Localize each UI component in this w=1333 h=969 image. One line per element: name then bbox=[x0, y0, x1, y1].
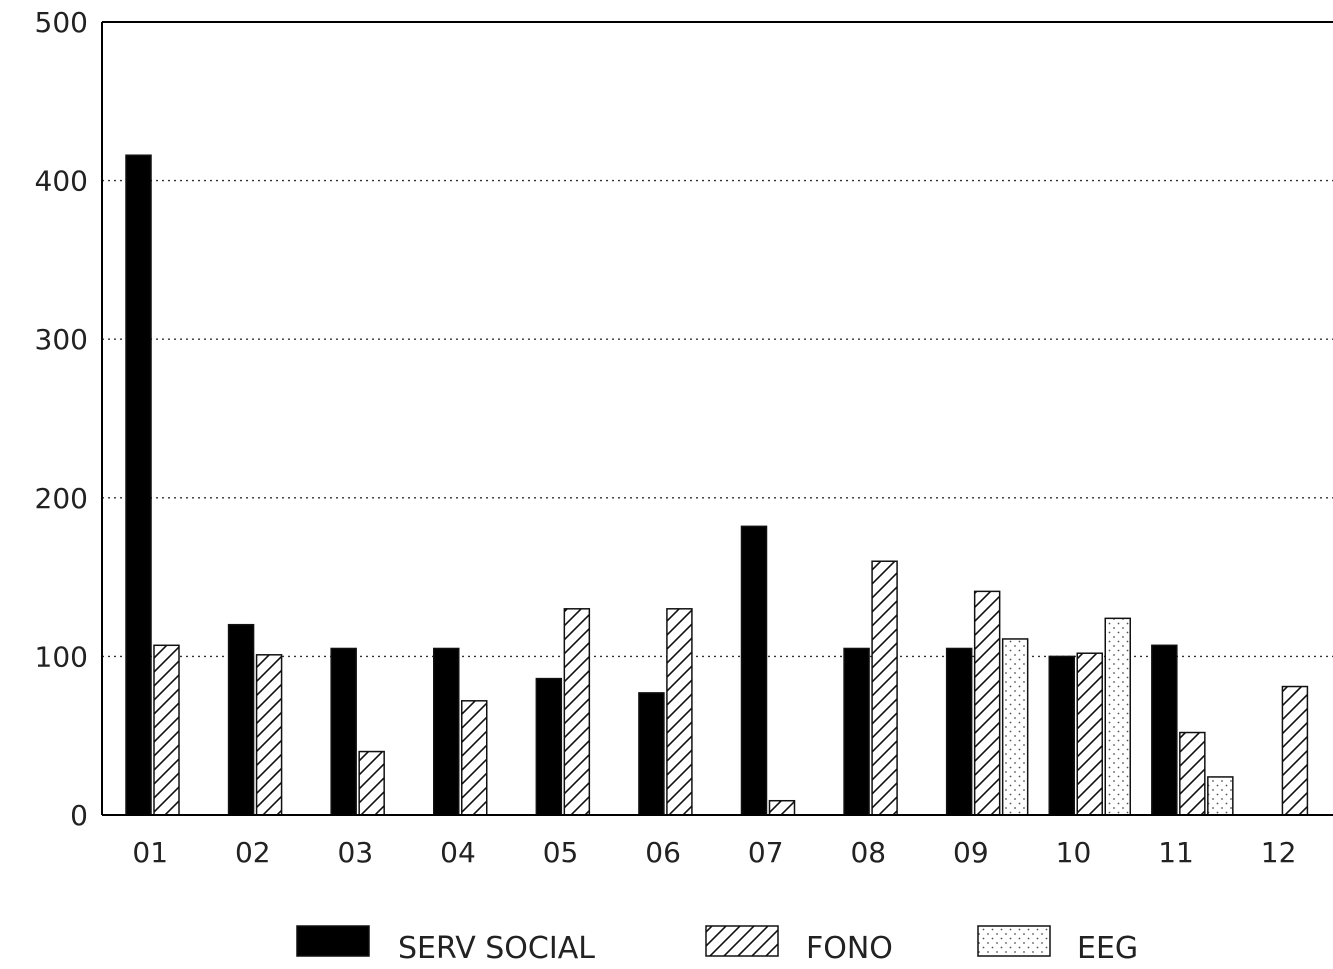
bar-series-1-04 bbox=[461, 700, 488, 816]
x-tick-label: 06 bbox=[645, 836, 681, 869]
y-axis-tick-labels: 0 100 200 300 400 500 bbox=[35, 6, 88, 832]
x-tick-label: 08 bbox=[850, 836, 886, 869]
x-axis-tick-labels: 01 02 03 04 05 06 07 08 09 10 11 12 bbox=[132, 836, 1296, 869]
bar-series-2-11 bbox=[1207, 776, 1234, 816]
y-tick-label: 300 bbox=[35, 323, 88, 356]
y-tick-label: 500 bbox=[35, 6, 88, 39]
y-tick-label: 0 bbox=[70, 799, 88, 832]
legend-label-2: EEG bbox=[1077, 931, 1138, 966]
x-tick-label: 10 bbox=[1056, 836, 1092, 869]
bar-series-1-01 bbox=[153, 644, 180, 816]
bar-series-1-11 bbox=[1179, 731, 1206, 816]
bar-series-2-09 bbox=[1001, 638, 1029, 816]
bar-series-0-08 bbox=[843, 647, 870, 816]
x-tick-label: 01 bbox=[132, 836, 168, 869]
gridlines bbox=[102, 179, 1333, 658]
y-tick-label: 200 bbox=[35, 482, 88, 515]
bar-series-0-10 bbox=[1048, 655, 1075, 816]
x-tick-label: 02 bbox=[235, 836, 271, 869]
legend-label-1: FONO bbox=[806, 931, 893, 966]
bar-series-0-11 bbox=[1151, 644, 1178, 816]
x-tick-label: 07 bbox=[748, 836, 784, 869]
bar-series-1-10 bbox=[1076, 652, 1103, 816]
bar-series-1-12 bbox=[1281, 685, 1309, 816]
bar-series-1-02 bbox=[255, 654, 283, 816]
legend-swatch-0 bbox=[296, 925, 370, 957]
bar-series-0-09 bbox=[945, 647, 973, 816]
bar-series-1-05 bbox=[563, 608, 591, 816]
bar-series-1-06 bbox=[666, 608, 693, 816]
legend: SERV SOCIAL FONO EEG bbox=[296, 925, 1138, 966]
legend-label-0: SERV SOCIAL bbox=[398, 931, 595, 966]
y-tick-label: 400 bbox=[35, 165, 88, 198]
legend-swatch-1 bbox=[705, 925, 779, 957]
x-tick-label: 04 bbox=[440, 836, 476, 869]
x-tick-label: 12 bbox=[1261, 836, 1297, 869]
bar-series-1-07 bbox=[768, 799, 796, 816]
bar-series-1-09 bbox=[973, 590, 1001, 816]
bar-series-0-03 bbox=[330, 647, 357, 816]
bar-series-2-10 bbox=[1104, 617, 1131, 816]
bar-series-1-08 bbox=[871, 560, 898, 816]
bar-series-0-04 bbox=[433, 647, 460, 816]
x-tick-label: 05 bbox=[543, 836, 579, 869]
bar-series-0-02 bbox=[227, 623, 255, 816]
legend-swatch-2 bbox=[977, 925, 1051, 957]
bar-series-0-05 bbox=[535, 677, 563, 816]
bar-series-0-06 bbox=[638, 692, 665, 816]
bar-series-1-03 bbox=[358, 750, 385, 816]
bar-series-0-07 bbox=[740, 525, 768, 816]
bars bbox=[125, 154, 1309, 816]
bar-series-0-01 bbox=[125, 154, 152, 816]
axes bbox=[101, 21, 1333, 816]
x-tick-label: 03 bbox=[338, 836, 374, 869]
x-tick-label: 09 bbox=[953, 836, 989, 869]
y-tick-label: 100 bbox=[35, 640, 88, 673]
x-tick-label: 11 bbox=[1158, 836, 1194, 869]
